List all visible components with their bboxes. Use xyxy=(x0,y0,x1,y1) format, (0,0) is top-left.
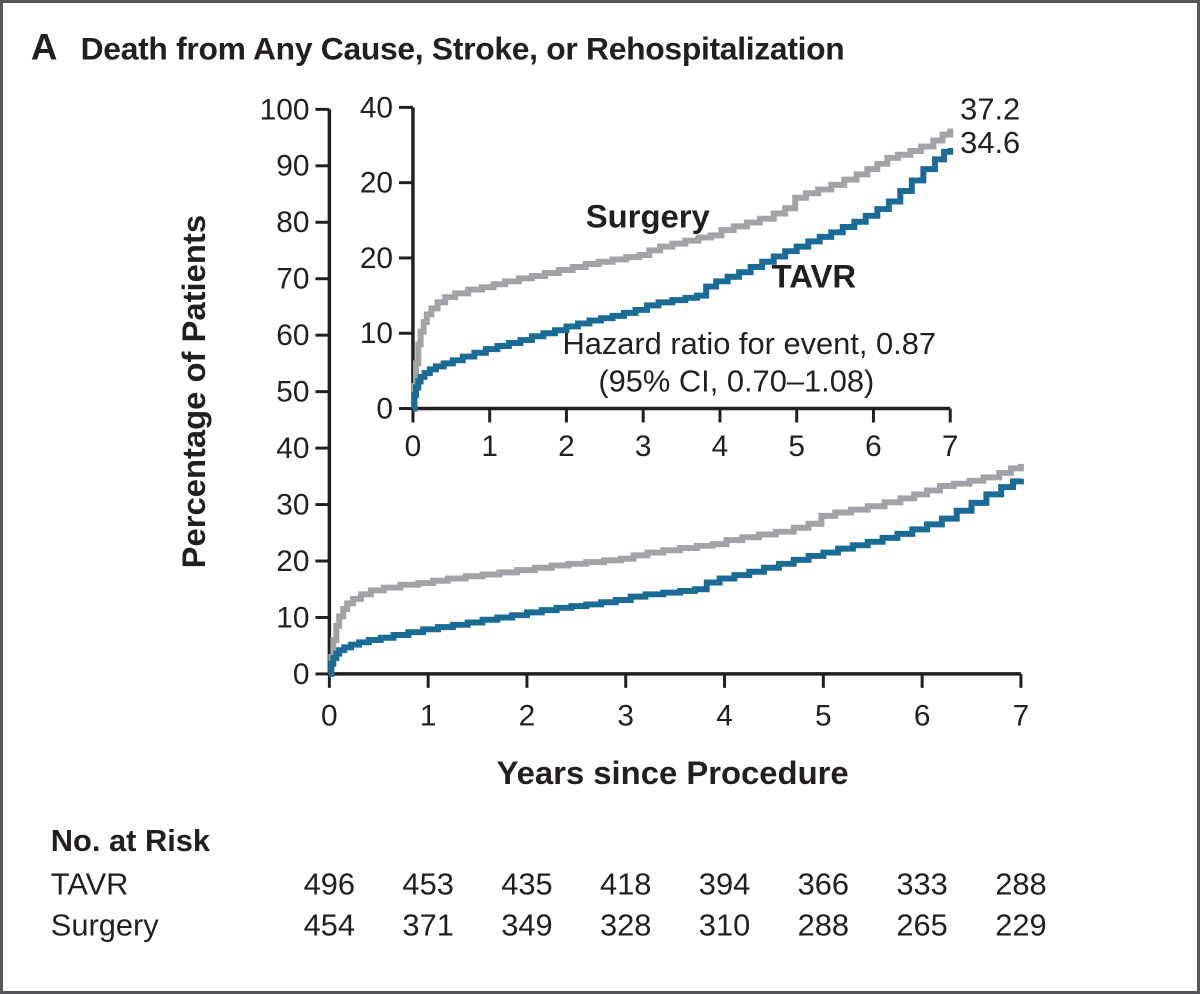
tavr-end-value: 34.6 xyxy=(960,125,1020,160)
inset-x-tick-label: 7 xyxy=(942,430,959,463)
risk-value: 418 xyxy=(600,867,651,902)
main-curves xyxy=(328,463,1024,677)
main-x-tick-label: 3 xyxy=(617,700,634,733)
main-x-tick-label: 2 xyxy=(519,700,536,733)
risk-row-label-surgery: Surgery xyxy=(51,907,160,942)
risk-row-label-tavr: TAVR xyxy=(51,867,129,902)
surgery-end-value: 37.2 xyxy=(960,91,1020,126)
main-y-tick-label: 30 xyxy=(276,489,309,522)
tavr-curve-inset xyxy=(411,148,954,412)
main-x-tick-label: 4 xyxy=(716,700,733,733)
inset-ticks: 0 1 2 3 4 5 6 7 0 10 20 20 40 xyxy=(360,91,959,463)
main-x-tick-label: 5 xyxy=(815,700,832,733)
main-y-tick-label: 70 xyxy=(276,263,309,296)
inset-plot: 0 1 2 3 4 5 6 7 0 10 20 20 40 Surgery TAVR 37.2 34.6… xyxy=(360,91,1020,463)
risk-value: 496 xyxy=(304,867,355,902)
risk-value: 288 xyxy=(995,867,1046,902)
risk-value: 288 xyxy=(798,907,849,942)
hazard-ratio-line1: Hazard ratio for event, 0.87 xyxy=(562,326,936,361)
figure-canvas: A Death from Any Cause, Stroke, or Rehos… xyxy=(31,27,1047,943)
main-x-axis-title: Years since Procedure xyxy=(497,754,849,791)
main-y-axis-title: Percentage of Patients xyxy=(175,215,212,568)
risk-value: 328 xyxy=(600,907,651,942)
inset-x-tick-label: 4 xyxy=(712,430,729,463)
main-y-tick-label: 100 xyxy=(260,93,310,126)
main-y-tick-label: 20 xyxy=(276,545,309,578)
risk-value: 453 xyxy=(402,867,453,902)
main-y-tick-label: 60 xyxy=(276,319,309,352)
surgery-curve-main xyxy=(328,463,1024,677)
inset-y-tick-label: 40 xyxy=(360,91,393,124)
risk-value: 394 xyxy=(699,867,750,902)
panel-title: Death from Any Cause, Stroke, or Rehospi… xyxy=(81,31,845,67)
risk-value: 265 xyxy=(896,907,947,942)
main-x-tick-label: 0 xyxy=(321,700,338,733)
main-x-tick-label: 6 xyxy=(914,700,931,733)
tavr-curve-label: TAVR xyxy=(772,257,857,294)
inset-y-tick-label: 0 xyxy=(376,392,393,425)
inset-x-tick-label: 1 xyxy=(481,430,498,463)
inset-curves xyxy=(411,128,954,412)
risk-table: No. at Risk TAVR Surgery 496 453 435 418 394… xyxy=(51,823,1047,942)
inset-y-tick-label: 10 xyxy=(360,317,393,350)
risk-value: 435 xyxy=(501,867,552,902)
risk-table-heading: No. at Risk xyxy=(51,823,211,858)
main-x-tick-label: 1 xyxy=(420,700,437,733)
inset-x-tick-label: 3 xyxy=(635,430,652,463)
tavr-curve-main xyxy=(328,478,1024,677)
risk-value: 333 xyxy=(896,867,947,902)
risk-value: 229 xyxy=(995,907,1046,942)
main-y-tick-label: 40 xyxy=(276,432,309,465)
main-y-tick-label: 0 xyxy=(293,658,310,691)
main-y-tick-label: 90 xyxy=(276,150,309,183)
risk-value: 366 xyxy=(798,867,849,902)
risk-value: 371 xyxy=(402,907,453,942)
inset-x-tick-label: 6 xyxy=(865,430,882,463)
inset-x-tick-label: 5 xyxy=(788,430,805,463)
risk-value: 310 xyxy=(699,907,750,942)
risk-value: 349 xyxy=(501,907,552,942)
risk-values: 496 453 435 418 394 366 333 288 454 371 349 328 310 2… xyxy=(304,867,1047,943)
inset-x-tick-label: 2 xyxy=(558,430,575,463)
surgery-curve-inset xyxy=(411,128,954,412)
inset-x-tick-label: 0 xyxy=(405,430,422,463)
surgery-curve-label: Surgery xyxy=(586,198,711,235)
main-y-tick-label: 50 xyxy=(276,376,309,409)
panel-label: A xyxy=(31,27,58,68)
inset-y-tick-label: 20 xyxy=(360,242,393,275)
hazard-ratio-line2: (95% CI, 0.70–1.08) xyxy=(598,364,874,399)
main-y-tick-label: 80 xyxy=(276,206,309,239)
inset-y-tick-label: 20 xyxy=(360,167,393,200)
main-x-tick-label: 7 xyxy=(1013,700,1030,733)
main-y-tick-label: 10 xyxy=(276,601,309,634)
risk-value: 454 xyxy=(304,907,355,942)
